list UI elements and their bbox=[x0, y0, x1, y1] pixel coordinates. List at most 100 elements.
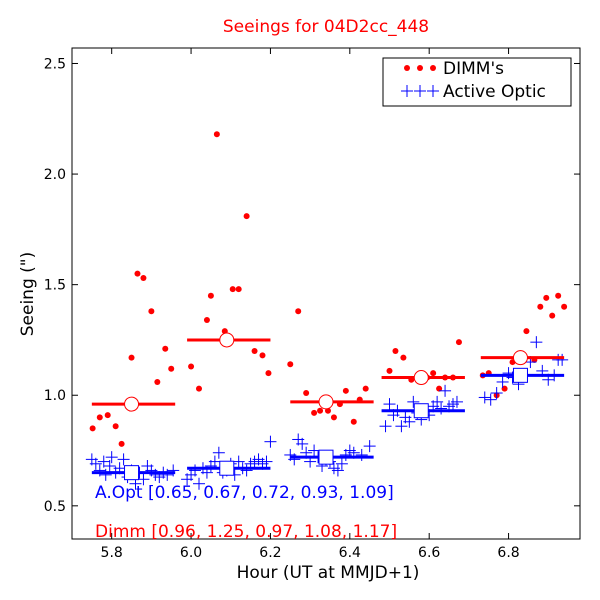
aopt-point bbox=[117, 453, 130, 466]
aopt-bin-marker bbox=[124, 465, 140, 481]
y-axis-label: Seeing (") bbox=[18, 252, 38, 337]
legend-dimm-dot bbox=[417, 65, 423, 71]
legend-dimm-marker bbox=[404, 65, 436, 71]
dimm-point bbox=[561, 303, 568, 310]
legend-dimm-label: DIMM's bbox=[443, 59, 504, 79]
aopt-point bbox=[212, 446, 225, 459]
dimm-point bbox=[549, 312, 556, 319]
dimm-point bbox=[259, 352, 266, 359]
dimm-point bbox=[235, 286, 242, 293]
dimm-point bbox=[317, 407, 324, 414]
dimm-point bbox=[436, 385, 443, 392]
aopt-point bbox=[395, 420, 408, 433]
dimm-point bbox=[243, 213, 250, 220]
dimm-point bbox=[342, 387, 349, 394]
aopt-point bbox=[530, 336, 543, 349]
dimm-point bbox=[295, 308, 302, 315]
y-tick-label: 2.0 bbox=[44, 167, 66, 183]
dimm-point bbox=[311, 409, 318, 416]
aopt-point bbox=[208, 455, 221, 468]
legend-aopt-plus bbox=[401, 85, 413, 97]
aopt-point bbox=[335, 457, 348, 470]
x-tick-label: 6.6 bbox=[418, 545, 440, 561]
aopt-point bbox=[478, 391, 491, 404]
chart-marks bbox=[85, 131, 569, 490]
dimm-point bbox=[287, 361, 294, 368]
aopt-point bbox=[490, 387, 503, 400]
dimm-point bbox=[213, 131, 220, 138]
legend-aopt-label: Active Optic bbox=[443, 82, 546, 102]
dimm-point bbox=[134, 270, 141, 277]
dimm-point bbox=[362, 385, 369, 392]
dimm-point bbox=[128, 354, 135, 361]
aopt-point bbox=[193, 477, 205, 490]
legend: DIMM's Active Optic bbox=[382, 57, 572, 107]
aopt-point bbox=[331, 464, 344, 477]
legend-dimm-dot bbox=[404, 65, 410, 71]
y-tick-label: 1.5 bbox=[44, 278, 66, 294]
dimm-point bbox=[154, 378, 161, 385]
aopt-bin-marker bbox=[219, 460, 235, 476]
aopt-point bbox=[308, 444, 321, 457]
dimm-point bbox=[303, 390, 310, 397]
legend-aopt-plus bbox=[427, 85, 439, 97]
bin-summaries bbox=[91, 332, 565, 481]
aopt-point bbox=[439, 384, 452, 397]
dimm-point bbox=[104, 412, 111, 419]
x-tick-label: 5.8 bbox=[101, 545, 123, 561]
legend-dimm-dot bbox=[430, 65, 436, 71]
dimm-bin-marker bbox=[512, 350, 528, 366]
dimm-point bbox=[523, 328, 530, 335]
dimm-bin-marker bbox=[219, 332, 235, 348]
y-tick-label: 2.5 bbox=[44, 56, 66, 72]
dimm-point bbox=[140, 275, 147, 282]
x-tick-label: 6.2 bbox=[259, 545, 281, 561]
aopt-point bbox=[403, 415, 416, 428]
dimm-point bbox=[555, 292, 562, 299]
plot-frame bbox=[71, 47, 581, 540]
aopt-point bbox=[288, 453, 301, 466]
dimm-point bbox=[386, 367, 393, 374]
dimm-point bbox=[162, 345, 169, 352]
aopt-point bbox=[484, 393, 497, 406]
x-axis-label: Hour (UT at MMJD+1) bbox=[237, 563, 420, 583]
aopt-point bbox=[556, 353, 569, 366]
aopt-bin-marker bbox=[318, 449, 334, 465]
aopt-point bbox=[431, 395, 444, 408]
aopt-point bbox=[89, 457, 102, 470]
aopt-point bbox=[99, 468, 112, 481]
aopt-point bbox=[137, 473, 150, 486]
dimm-point bbox=[455, 339, 462, 346]
aopt-point bbox=[363, 440, 376, 453]
legend-aopt-marker bbox=[401, 85, 439, 97]
aopt-point bbox=[496, 375, 509, 388]
aopt-point bbox=[264, 435, 277, 448]
aopt-bin-marker bbox=[512, 367, 528, 383]
dimm-point bbox=[229, 286, 236, 293]
aopt-point bbox=[355, 448, 368, 461]
dimm-point bbox=[430, 370, 437, 377]
aopt-point bbox=[407, 395, 420, 408]
dimm-point bbox=[392, 348, 399, 355]
dimm-point bbox=[330, 414, 337, 421]
dimm-point bbox=[188, 363, 195, 370]
dimm-bin-marker bbox=[318, 394, 334, 410]
y-tick-label: 1.0 bbox=[44, 388, 66, 404]
aopt-bin-marker bbox=[413, 403, 429, 419]
aopt-point bbox=[450, 395, 463, 408]
dimm-point bbox=[537, 303, 544, 310]
aopt-point bbox=[167, 464, 180, 477]
legend-box bbox=[382, 57, 572, 107]
dimm-point bbox=[196, 385, 202, 392]
aopt-point bbox=[240, 464, 253, 477]
dimm-point bbox=[118, 440, 125, 447]
dimm-point bbox=[148, 308, 155, 315]
dimm-bin-marker bbox=[124, 396, 140, 412]
dimm-point bbox=[543, 294, 550, 301]
legend-aopt-plus bbox=[414, 85, 426, 97]
aopt-point bbox=[260, 455, 273, 468]
aopt-point bbox=[435, 402, 448, 415]
aopt-point bbox=[103, 460, 116, 473]
aopt-point bbox=[105, 451, 118, 464]
